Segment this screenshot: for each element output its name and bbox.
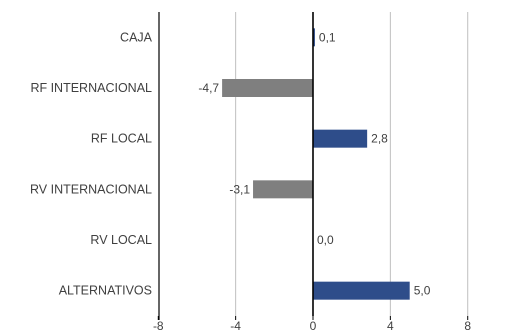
category-label: RF INTERNACIONAL (30, 81, 152, 95)
bar (313, 129, 368, 148)
category-label: CAJA (120, 30, 153, 44)
value-labels: 0,1 -4,7 2,8 -3,1 0,0 5,0 (198, 30, 430, 297)
bar (222, 79, 313, 97)
bars (222, 28, 410, 300)
value-label: -4,7 (198, 81, 219, 95)
x-tick-label: -4 (230, 319, 241, 333)
value-label: 0,1 (319, 30, 336, 44)
bar (313, 28, 315, 47)
x-tick-label: 0 (310, 319, 317, 333)
bar (313, 281, 410, 300)
x-tick-label: 4 (387, 319, 394, 333)
category-label: RV LOCAL (90, 233, 152, 247)
value-label: 0,0 (317, 233, 334, 247)
x-tick-labels: -8-404812 (153, 319, 471, 333)
category-labels: CAJA RF INTERNACIONAL RF LOCAL RV INTERNACI… (30, 30, 153, 297)
value-label: -3,1 (229, 182, 250, 196)
category-label: ALTERNATIVOS (59, 284, 152, 298)
x-tick-label: 8 (464, 319, 471, 333)
value-label: 5,0 (414, 284, 431, 298)
value-label: 2,8 (371, 132, 388, 146)
grid-lines (157, 12, 469, 320)
x-tick-label: -8 (153, 319, 164, 333)
bar (253, 180, 313, 199)
category-label: RF LOCAL (91, 132, 152, 146)
category-label: RV INTERNACIONAL (30, 182, 152, 196)
